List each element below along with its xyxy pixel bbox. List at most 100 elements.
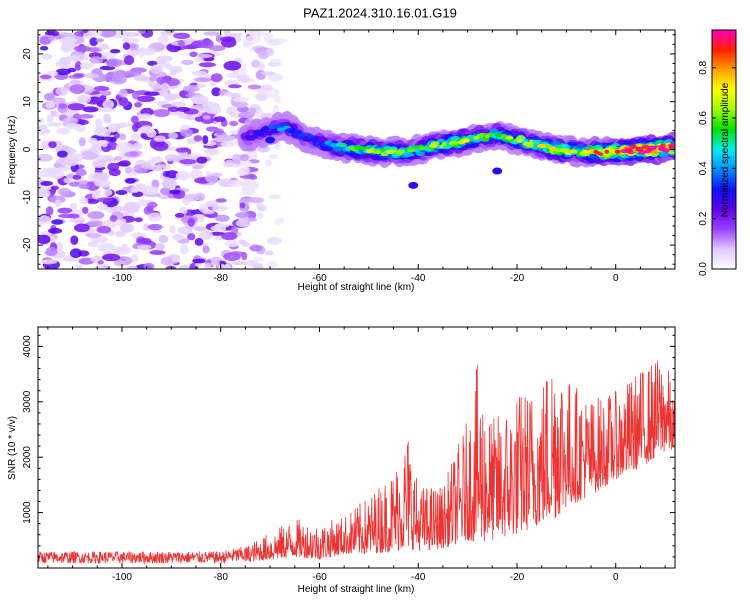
x-tick-label: 0 [613,572,619,583]
y-tick-label: 20 [22,48,33,60]
noise-blob [237,73,250,83]
noise-blob [95,125,108,135]
noise-blob [137,30,147,34]
noise-blob [89,56,104,64]
noise-blob [124,178,136,184]
noise-blob [238,216,249,223]
noise-blob [99,95,107,101]
noise-blob [160,78,171,85]
colorbar-tick-label: 0.0 [698,262,709,276]
ridge-hotspot [418,146,426,151]
noise-blob [74,223,90,233]
colorbar-label: Normalized spectral amplitude [720,82,731,217]
noise-blob [38,128,51,135]
y-tick-label: -10 [22,190,33,205]
noise-blob [199,230,213,240]
snr-series-line [38,360,675,565]
noise-blob [75,168,87,177]
noise-blob [79,197,89,205]
noise-blob [170,101,187,107]
noise-blob [213,116,226,122]
noise-blob [103,113,112,124]
noise-blob [158,234,169,244]
noise-blob [78,137,86,147]
noise-blob [179,244,189,255]
noise-blob [112,220,124,226]
noise-blob [239,67,248,76]
noise-blob [147,212,163,222]
noise-blob [46,114,54,123]
noise-blob [193,135,203,142]
colorbar-tick-label: 0.2 [698,211,709,225]
noise-blob [60,32,75,38]
noise-blob [147,60,158,66]
noise-blob [78,114,94,119]
ridge-hotspot [593,149,599,154]
noise-blob [198,62,216,68]
noise-blob [217,178,235,185]
noise-blob [77,94,91,104]
noise-blob [208,45,226,52]
noise-blob [89,146,98,152]
noise-blob [91,192,101,200]
noise-blob [243,35,262,44]
noise-blob [95,118,103,129]
noise-blob [137,244,152,250]
ridge-blob [339,143,348,148]
noise-blob [146,129,157,138]
noise-blob [267,194,281,199]
noise-blob [160,82,170,92]
noise-blob [40,74,52,80]
ridge-blob [276,127,285,132]
ridge-hotspot [658,146,665,151]
x-tick-label: -80 [213,572,228,583]
noise-blob [142,48,156,56]
colorbar-tick-label: 0.8 [698,60,709,74]
noise-blob [44,167,61,176]
ridge-hotspot [537,143,547,148]
figure-title: PAZ1.2024.310.16.01.G19 [303,5,457,20]
noise-blob [248,30,266,38]
ridge-hotspot [396,149,405,154]
noise-blob [143,206,154,215]
noise-blob [228,251,245,257]
noise-blob [44,30,60,37]
noise-blob [147,201,158,208]
noise-blob [267,236,282,246]
noise-blob [38,185,52,191]
noise-blob [103,189,113,197]
noise-blob [100,52,115,60]
x-tick-label: 0 [613,273,619,284]
noise-blob [189,51,198,58]
noise-blob [56,127,71,135]
noise-blob [47,70,58,77]
ridge-blob [271,129,279,134]
noise-blob [239,112,251,117]
noise-blob [205,174,219,183]
noise-blob [235,212,250,218]
ridge-hotspot [604,149,610,154]
noise-blob [65,123,82,130]
noise-blob [274,217,285,225]
ridge-hotspot [407,148,416,153]
noise-blob [38,215,51,225]
noise-blob [161,179,177,189]
noise-blob [143,223,150,232]
noise-blob [97,243,116,253]
noise-blob [226,106,237,116]
noise-blob [38,118,45,124]
ridge-blob [291,132,300,138]
noise-blob [129,151,138,156]
noise-blob [179,206,188,215]
noise-blob [209,82,216,87]
noise-blob [144,91,160,97]
noise-blob [149,250,166,255]
noise-blob [107,123,118,133]
noise-blob [73,45,91,52]
noise-blob [232,153,242,164]
noise-blob [249,244,263,252]
noise-blob [112,74,127,85]
noise-blob [109,49,121,54]
noise-blob [73,73,86,78]
